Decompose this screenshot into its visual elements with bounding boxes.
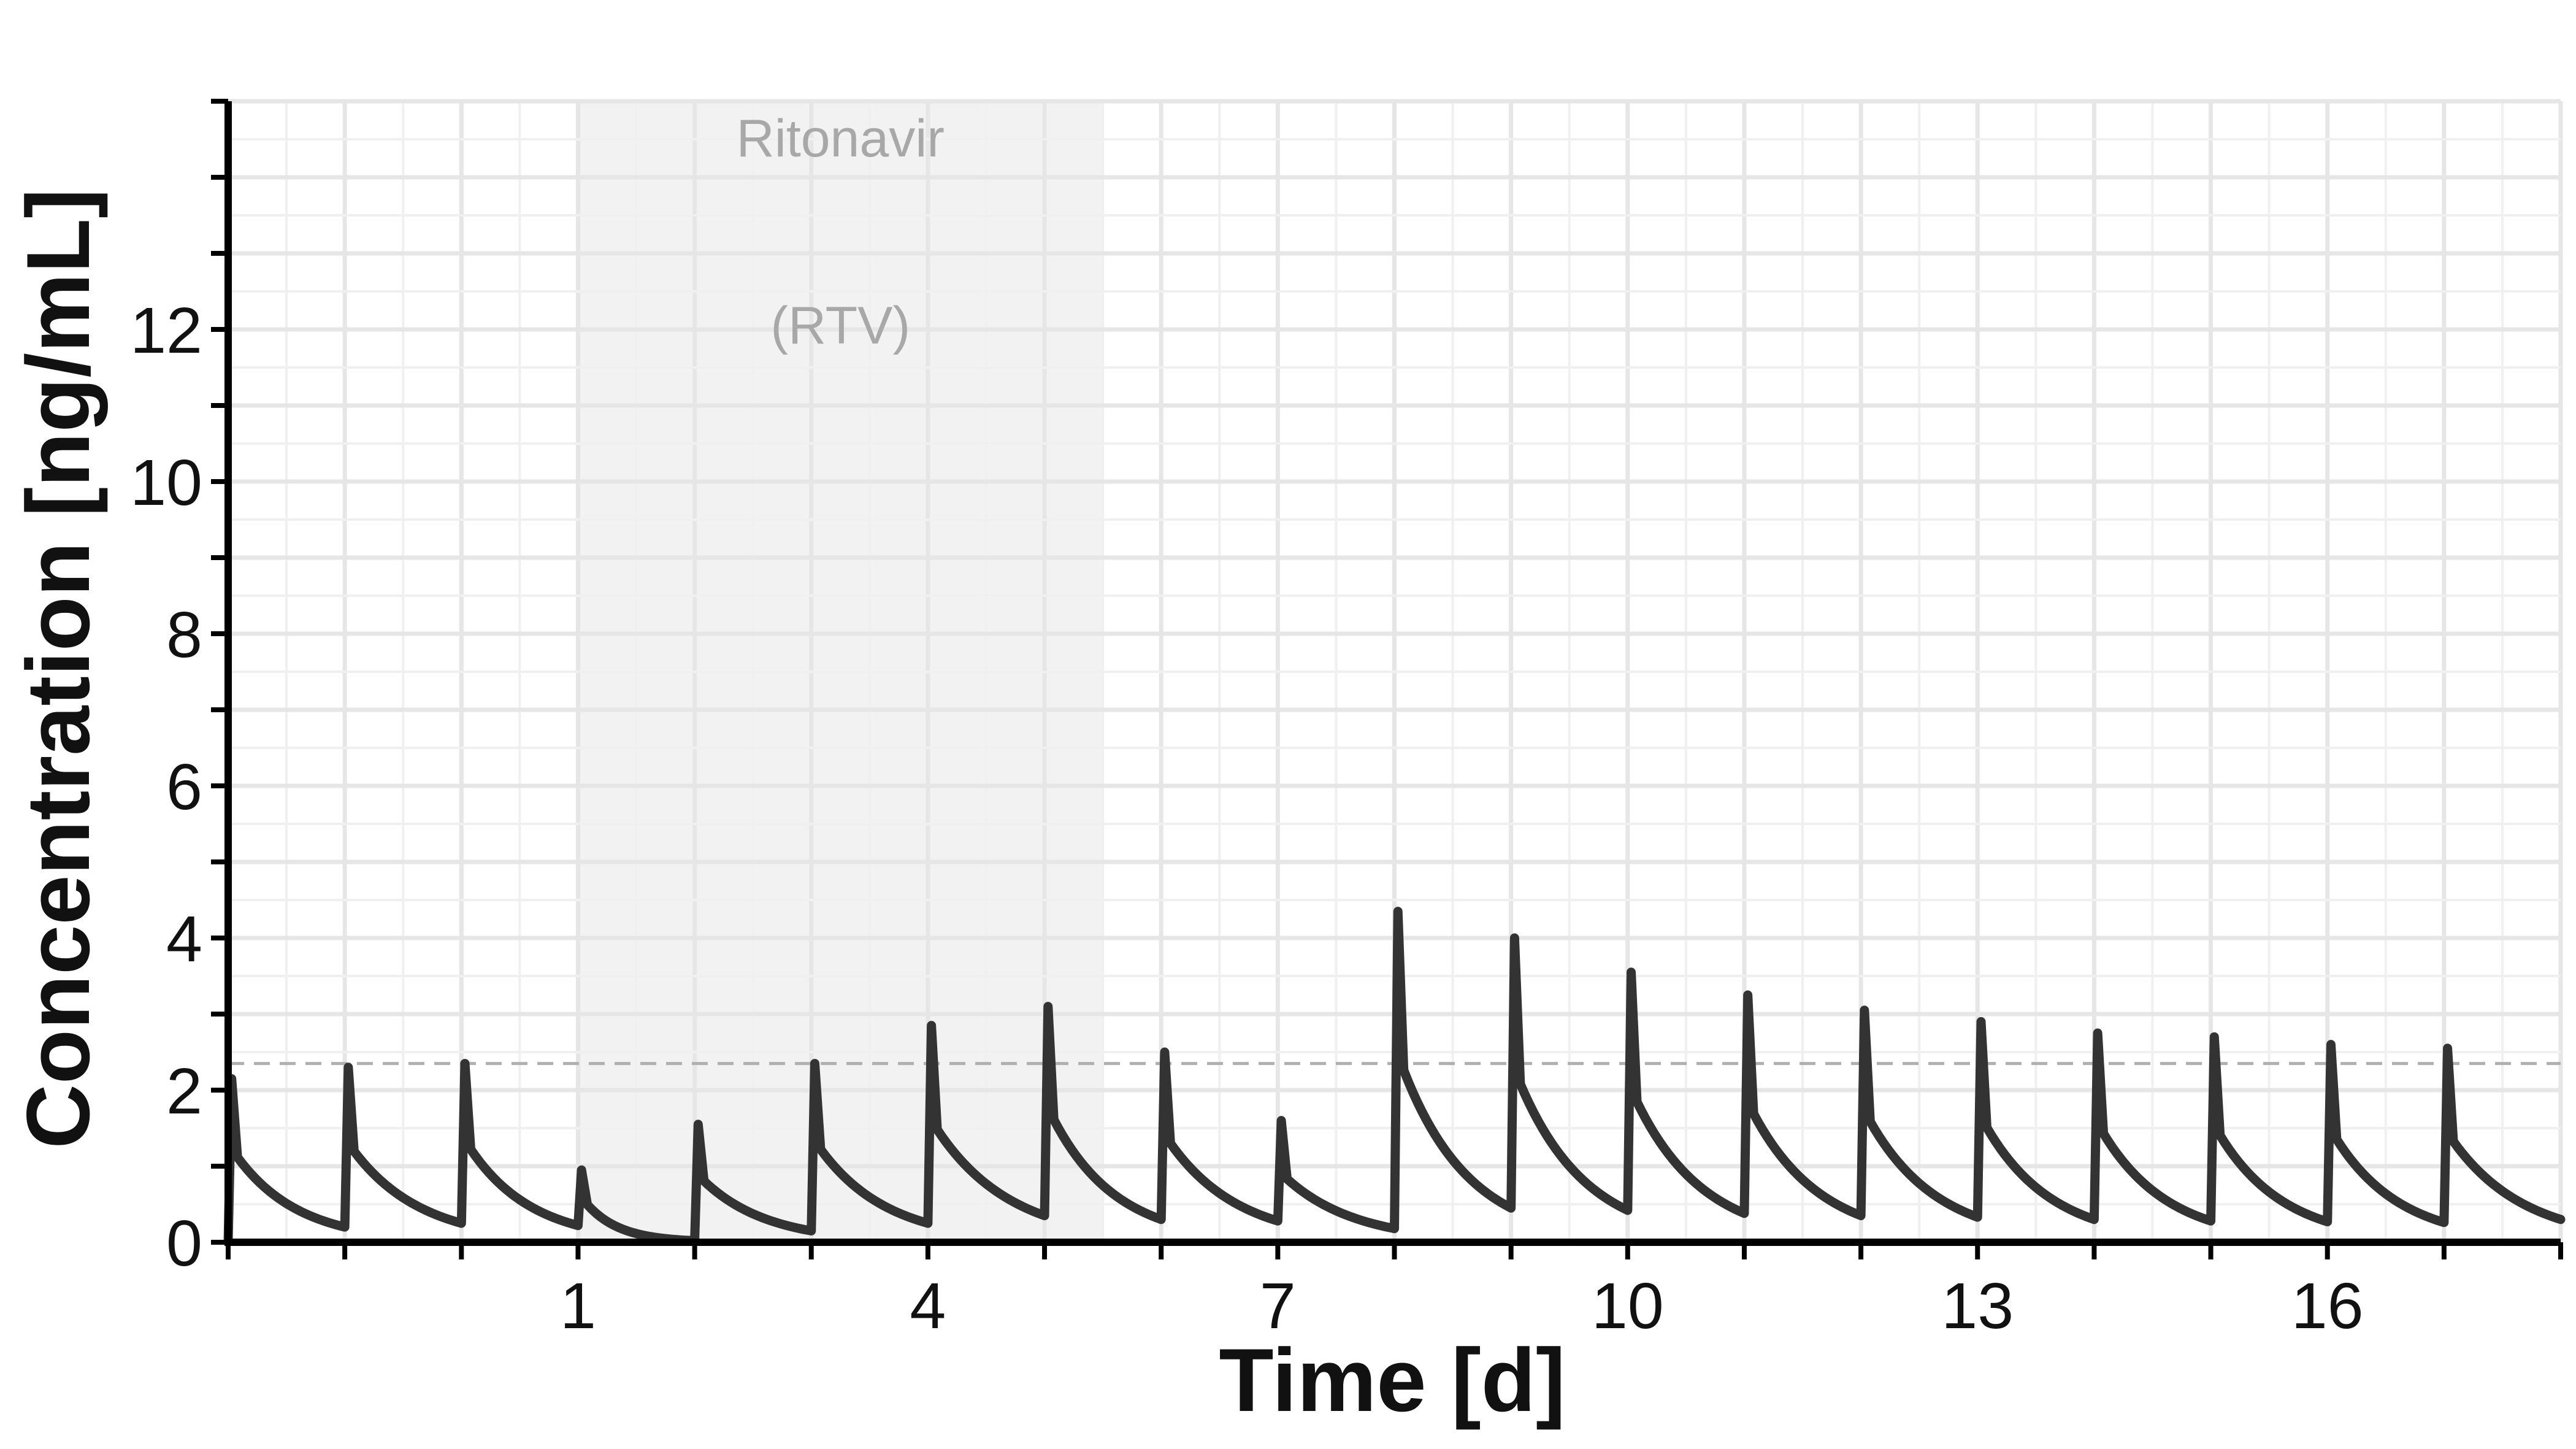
- tick-labels: 1 4 7 10 13 16 0 2 4 6 8 10 12: [130, 294, 2364, 1342]
- x-axis-title: Time [d]: [1219, 1330, 1565, 1430]
- x-tick-label: 1: [560, 1270, 596, 1342]
- axes: [211, 99, 2563, 1259]
- y-tick-label: 2: [166, 1055, 202, 1128]
- y-tick-label: 6: [166, 751, 202, 823]
- y-tick-label: 12: [130, 294, 202, 367]
- y-tick-label: 8: [166, 599, 202, 671]
- x-tick-label: 16: [2291, 1270, 2364, 1342]
- shaded-region-label: Ritonavir: [737, 109, 945, 168]
- x-tick-label: 13: [1941, 1270, 2014, 1342]
- x-tick-label: 10: [1592, 1270, 1664, 1342]
- y-tick-label: 4: [166, 903, 202, 975]
- x-tick-label: 7: [1260, 1270, 1296, 1342]
- y-tick-label: 10: [130, 447, 202, 519]
- x-tick-label: 4: [910, 1270, 946, 1342]
- shaded-region-sublabel: (RTV): [770, 296, 910, 355]
- y-axis-title: Concentration [ng/mL]: [8, 188, 108, 1148]
- y-tick-label: 0: [166, 1207, 202, 1280]
- concentration-series-line: [223, 907, 2566, 1247]
